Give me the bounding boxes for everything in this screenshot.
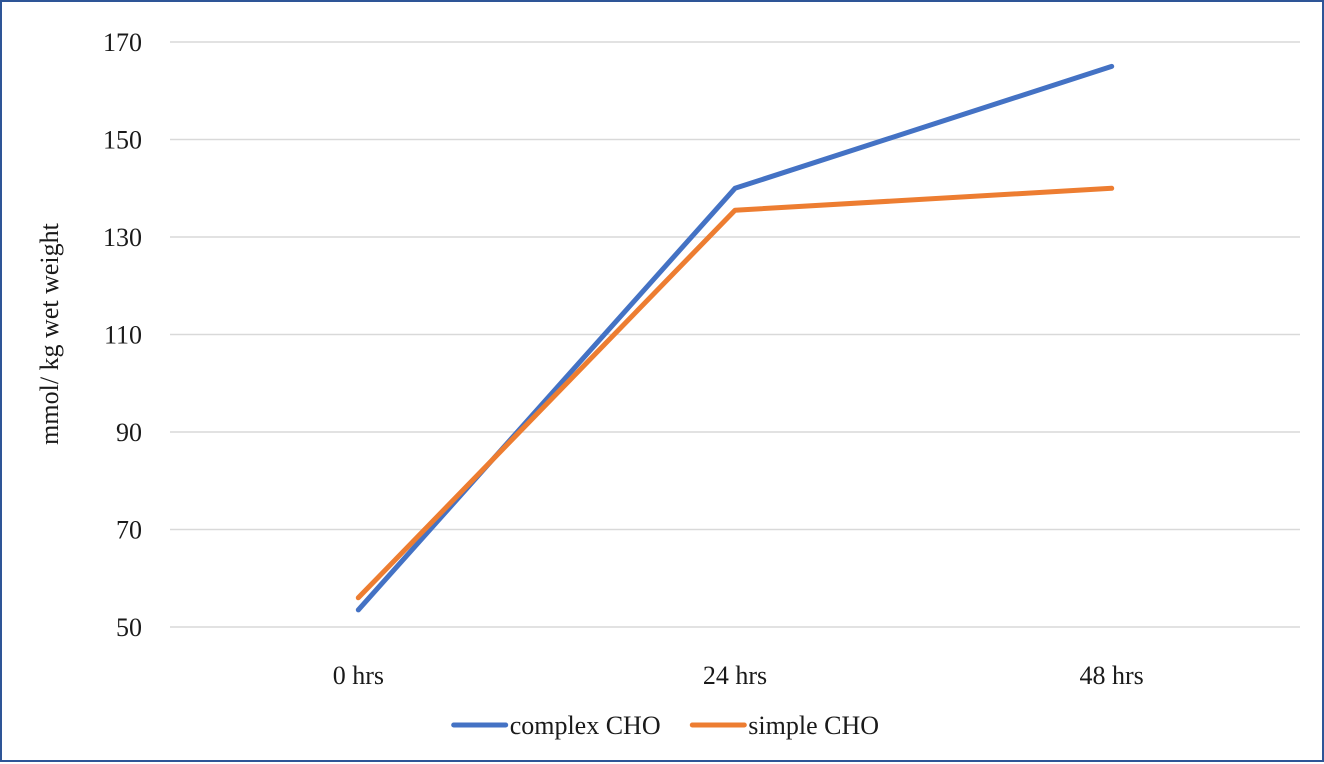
x-axis-ticks: 0 hrs 24 hrs 48 hrs (333, 661, 1144, 690)
y-tick-label: 90 (116, 418, 142, 447)
series-line-simple-cho (358, 188, 1111, 598)
y-tick-label: 110 (104, 321, 142, 350)
y-axis-ticks: 50 70 90 110 130 150 170 (103, 28, 142, 642)
x-tick-label: 48 hrs (1080, 661, 1144, 690)
x-tick-label: 24 hrs (703, 661, 767, 690)
x-tick-label: 0 hrs (333, 661, 384, 690)
y-tick-label: 70 (116, 516, 142, 545)
series-lines (358, 66, 1111, 610)
legend-label: simple CHO (748, 711, 879, 740)
y-tick-label: 170 (103, 28, 142, 57)
y-tick-label: 150 (103, 126, 142, 155)
legend: complex CHO simple CHO (454, 711, 879, 740)
y-tick-label: 130 (103, 223, 142, 252)
y-tick-label: 50 (116, 613, 142, 642)
series-line-complex-cho (358, 66, 1111, 610)
legend-label: complex CHO (510, 711, 661, 740)
y-axis-title: mmol/ kg wet weight (35, 222, 64, 444)
gridlines (170, 42, 1300, 627)
